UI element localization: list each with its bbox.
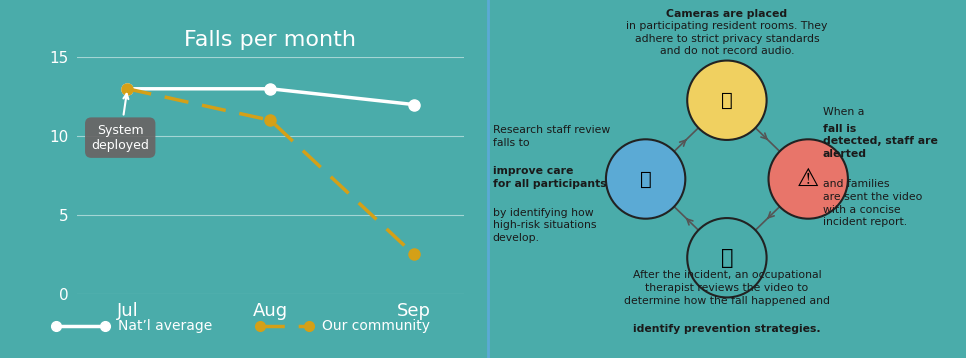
- Text: by identifying how
high-risk situations
develop.: by identifying how high-risk situations …: [493, 208, 596, 243]
- Ellipse shape: [769, 139, 848, 219]
- Text: Research staff review
falls to: Research staff review falls to: [493, 125, 610, 148]
- Text: After the incident, an occupational
therapist reviews the video to
determine how: After the incident, an occupational ther…: [624, 270, 830, 306]
- Text: 🔍: 🔍: [721, 248, 733, 268]
- Title: Falls per month: Falls per month: [185, 30, 356, 50]
- Text: Our community: Our community: [323, 319, 430, 333]
- Ellipse shape: [687, 61, 767, 140]
- Text: and families
are sent the video
with a concise
incident report.: and families are sent the video with a c…: [823, 179, 922, 227]
- Text: ⚠: ⚠: [797, 167, 819, 191]
- Text: When a: When a: [823, 107, 867, 117]
- Text: System
deployed: System deployed: [91, 94, 149, 152]
- Ellipse shape: [687, 218, 767, 297]
- Text: improve care
for all participants: improve care for all participants: [493, 166, 607, 189]
- Ellipse shape: [606, 139, 685, 219]
- Text: in participating resident rooms. They
adhere to strict privacy standards
and do : in participating resident rooms. They ad…: [626, 21, 828, 56]
- Text: Cameras are placed: Cameras are placed: [667, 9, 787, 19]
- Text: 📷: 📷: [721, 91, 733, 110]
- Text: fall is
detected, staff are
alerted: fall is detected, staff are alerted: [823, 124, 937, 159]
- Text: Nat’l average: Nat’l average: [118, 319, 213, 333]
- Text: 📊: 📊: [639, 169, 651, 189]
- Text: identify prevention strategies.: identify prevention strategies.: [633, 324, 821, 334]
